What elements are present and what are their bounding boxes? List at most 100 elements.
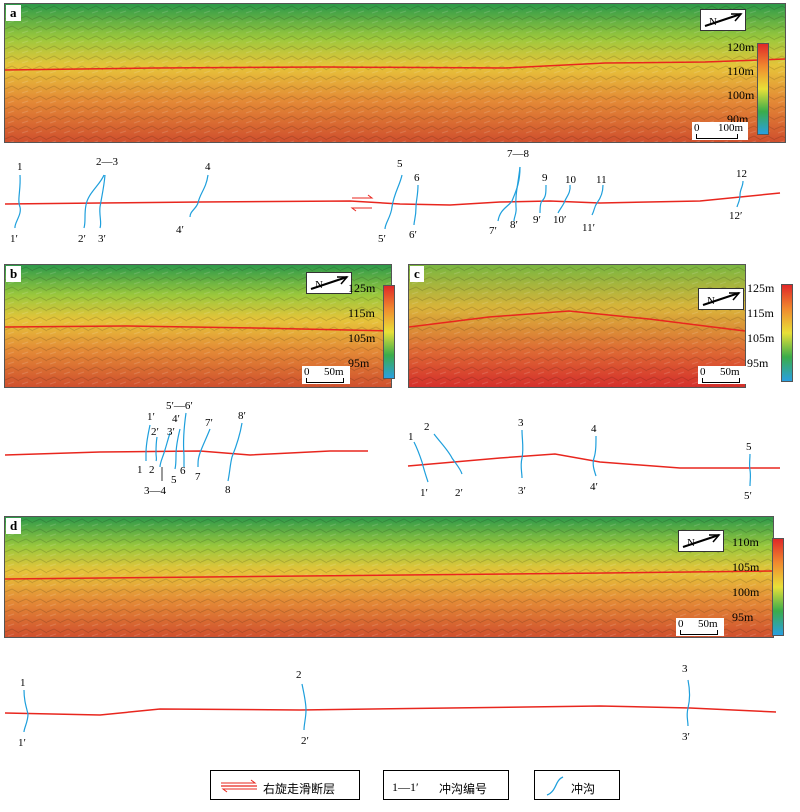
gully-schematic-d: 1 1′ 2 2′ 3 3′ <box>4 663 777 749</box>
gully-top-label: 2′ <box>151 426 159 438</box>
gully-line <box>99 174 106 229</box>
gully-line <box>513 166 521 222</box>
gully-line <box>174 428 181 470</box>
colorbar-d <box>772 538 784 636</box>
gully-top-label: 3 <box>682 663 688 675</box>
gully-top-label: 5 <box>397 158 403 170</box>
gully-top-label: 2 <box>424 421 430 433</box>
legend-gully-label: 冲沟 <box>571 782 596 796</box>
gully-bottom-label: 4′ <box>590 481 598 493</box>
colorbar-c <box>781 284 793 382</box>
fault-line <box>4 450 368 456</box>
legend-gully-number-symbol: 1—1′ <box>392 780 419 794</box>
gully-schematic-b: 1′ 2′ 3′ 4′ 5′—6′ 7′ 8′ 1 2 3—4 5 6 7 8 <box>4 400 368 495</box>
gully-bottom-label: 1 <box>137 464 143 476</box>
gully-top-label: 11 <box>596 174 607 186</box>
gully-schematic-a: 1 1′ 2—3 2′ 3′ 4 4′ 5 5′ 6 6′ 7—8 7′ 8′ … <box>4 148 781 245</box>
dem-map-a <box>4 3 786 143</box>
colorbar-tick: 95m <box>732 610 754 624</box>
gully-line <box>384 174 403 230</box>
colorbar-tick: 110m <box>727 64 754 78</box>
fault-trace-c <box>409 310 745 332</box>
gully-line <box>520 429 524 479</box>
colorbar-tick: 100m <box>732 585 760 599</box>
gully-top-label: 1′ <box>147 411 155 423</box>
panel-label-a: a <box>6 5 21 21</box>
gully-bottom-label: 1′ <box>10 233 18 245</box>
gully-bottom-label: 8 <box>225 484 231 495</box>
gully-bottom-label: 2′ <box>455 487 463 499</box>
fault-trace-d <box>5 570 773 580</box>
svg-text:N: N <box>709 16 717 28</box>
gully-bottom-label: 1′ <box>18 737 26 749</box>
gully-bottom-label: 1′ <box>420 487 428 499</box>
dextral-arrow-icon <box>350 194 374 212</box>
legend-gully-number: 1—1′ 冲沟编号 <box>383 770 509 800</box>
gully-top-label: 2—3 <box>96 156 119 168</box>
colorbar-tick: 95m <box>747 356 769 370</box>
gully-line <box>183 412 187 467</box>
colorbar-tick: 125m <box>747 281 775 295</box>
colorbar-tick: 105m <box>747 331 775 345</box>
gully-line <box>748 453 752 487</box>
gully-line <box>14 174 21 229</box>
gully-top-label: 6 <box>414 172 420 184</box>
fault-trace-b <box>5 325 391 332</box>
dem-map-d <box>4 516 774 638</box>
gully-top-label: 7′ <box>205 417 213 429</box>
north-arrow-icon: N <box>306 272 352 294</box>
gully-bottom-label: 3′ <box>682 731 690 743</box>
gully-top-label: 12 <box>736 168 747 180</box>
dem-map-c <box>408 264 746 388</box>
gully-bottom-label: 3′ <box>98 233 106 245</box>
gully-top-label: 5′—6′ <box>166 400 193 412</box>
gully-line <box>301 683 307 731</box>
legend-gully-number-label: 冲沟编号 <box>439 782 488 796</box>
gully-schematic-c: 1 1′ 2 2′ 3 3′ 4 4′ 5 5′ <box>407 417 780 502</box>
scale-bar-c: 0 50m <box>698 366 746 384</box>
gully-bottom-label: 5 <box>171 474 177 486</box>
gully-top-label: 10 <box>565 174 577 186</box>
gully-line <box>591 184 604 216</box>
panel-label-c: c <box>410 266 424 282</box>
colorbar-tick: 100m <box>727 88 755 102</box>
gully-bottom-label: 6 <box>180 465 186 477</box>
gully-top-label: 5 <box>746 441 752 453</box>
colorbar-tick: 110m <box>732 535 759 549</box>
legend-fault-label: 右旋走滑断层 <box>263 782 336 796</box>
gully-bottom-label: 7′ <box>489 225 497 237</box>
gully-line <box>557 184 571 214</box>
gully-bottom-label: 10′ <box>553 214 566 226</box>
scale-bar-a: 0 100m <box>692 122 748 140</box>
gully-line <box>189 174 209 218</box>
legend: 右旋走滑断层 1—1′ 冲沟编号 冲沟 <box>210 770 620 802</box>
gully-bottom-label: 3—4 <box>144 485 167 495</box>
gully-line <box>433 433 463 475</box>
gully-line <box>155 436 158 462</box>
north-arrow-icon: N <box>700 9 746 31</box>
gully-top-label: 4 <box>591 423 597 435</box>
gully-bottom-label: 4′ <box>176 224 184 236</box>
gully-bottom-label: 8′ <box>510 219 518 231</box>
gully-top-label: 9 <box>542 172 548 184</box>
north-arrow-icon: N <box>678 530 724 552</box>
gully-bottom-label: 2′ <box>301 735 309 747</box>
scale-bar-d: 0 50m <box>676 618 724 636</box>
svg-text:N: N <box>687 537 695 549</box>
gully-bottom-label: 3′ <box>518 485 526 497</box>
colorbar-tick: 115m <box>348 306 375 320</box>
svg-text:N: N <box>315 279 323 291</box>
gully-top-label: 3 <box>518 417 524 429</box>
fault-line <box>4 192 781 206</box>
legend-fault: 右旋走滑断层 <box>210 770 360 800</box>
panel-label-b: b <box>6 266 22 282</box>
gully-bottom-label: 12′ <box>729 210 742 222</box>
gully-top-label: 1 <box>408 431 414 443</box>
gully-top-label: 8′ <box>238 410 246 422</box>
gully-bottom-label: 5′ <box>378 233 386 245</box>
gully-top-label: 1 <box>17 161 23 173</box>
gully-bottom-label: 6′ <box>409 229 417 241</box>
gully-bottom-label: 5′ <box>744 490 752 502</box>
svg-text:N: N <box>707 295 715 307</box>
fault-line <box>407 453 780 469</box>
